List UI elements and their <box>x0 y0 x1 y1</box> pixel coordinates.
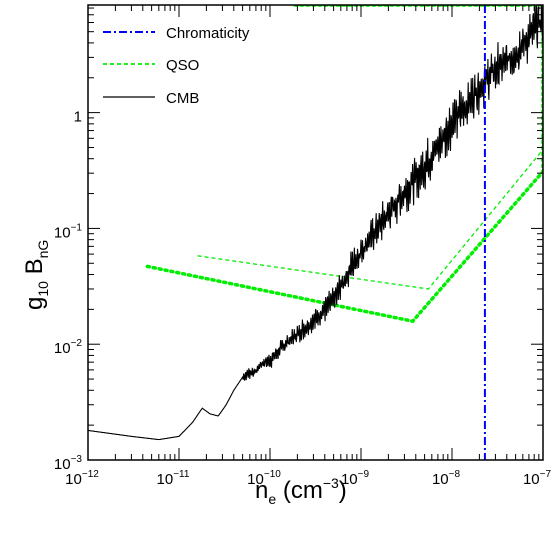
legend-label: CMB <box>166 90 199 107</box>
qso-outer-region <box>145 5 543 324</box>
x-tick-label: 10−12 <box>65 469 99 488</box>
tick-labels: 10−12 10−11 10−10 10−9 10−8 10−710−310−210−11 <box>54 109 552 488</box>
y-tick-label: 10−1 <box>54 222 83 241</box>
x-tick-label: 10−7 <box>523 469 552 488</box>
y-tick-label: 1 <box>74 109 82 126</box>
plot-frame <box>87 4 544 461</box>
qso-inner-region <box>197 5 543 290</box>
x-tick-label: 10−9 <box>341 469 370 488</box>
svg-text:g10 BnG: g10 BnG <box>21 240 51 310</box>
y-tick-label: 10−3 <box>54 454 83 473</box>
legend-label: QSO <box>166 57 199 74</box>
legend: Chromaticity QSO CMB <box>103 25 250 107</box>
y-tick-label: 10−2 <box>54 338 83 357</box>
x-tick-label: 10−8 <box>432 469 461 488</box>
x-tick-label: 10−10 <box>247 469 281 488</box>
axis-ticks <box>87 5 544 461</box>
plot-area <box>88 5 543 460</box>
legend-label: Chromaticity <box>166 25 250 42</box>
cmb-line <box>88 5 543 441</box>
x-tick-label: 10−11 <box>157 469 190 488</box>
y-axis-label: g10 BnG <box>21 240 51 310</box>
